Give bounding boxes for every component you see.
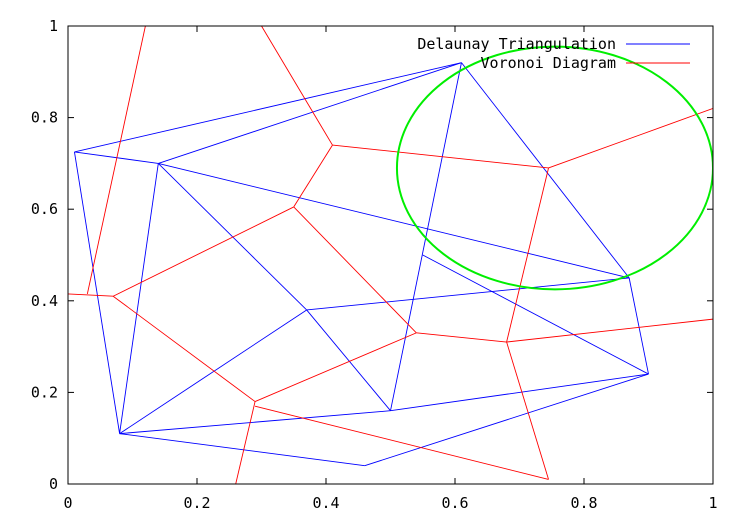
voronoi-diagram-edge [86,26,146,295]
plot-frame [67,25,714,485]
y-tick-label: 0.2 [31,383,58,401]
delaunay-triangulation-edge [74,151,159,164]
x-tick-label: 0.2 [183,494,210,512]
x-tick-label: 1 [708,494,717,512]
x-tick-label: 0.8 [570,494,597,512]
voronoi-diagram-edge [293,144,333,208]
delaunay-triangulation-edge [158,162,630,279]
y-tick-label: 1 [49,17,58,35]
x-tick-label: 0 [63,494,72,512]
delaunay-triangulation-edge [306,309,391,412]
voronoi-diagram-edge [506,341,549,480]
voronoi-diagram-edge [506,318,713,343]
x-tick-label: 0.6 [441,494,468,512]
voronoi-diagram-edge [506,167,549,343]
voronoi-diagram-edge [254,405,549,480]
delaunay-triangulation-edge [461,62,630,279]
delaunay-triangulation-edge [364,373,649,467]
delaunay-triangulation-edge [119,163,159,434]
delaunay-triangulation-edge [119,433,365,467]
legend-label: Voronoi Diagram [481,54,616,72]
voronoi-diagram-edge [293,206,417,334]
delaunay-triangulation-edge [306,277,630,311]
voronoi-diagram-edge [548,108,713,169]
voronoi-diagram-edge [112,295,256,402]
delaunay-triangulation-edge [119,410,391,435]
plot-content [68,26,713,484]
delaunay-triangulation-edge [390,373,649,412]
voronoi-diagram-edge [261,26,333,146]
voronoi-diagram-edge [235,401,256,484]
voronoi-diagram-edge [332,144,549,169]
y-tick-label: 0.8 [31,109,58,127]
voronoi-diagram-edge [112,206,294,297]
delaunay-triangulation-edge [119,309,307,434]
delaunay-triangulation-edge [628,277,649,375]
delaunay-triangulation-edge [422,254,649,375]
delaunay-triangulation-edge [157,163,307,311]
delaunay-triangulation-edge [74,151,121,434]
axis-ticks [67,25,714,485]
voronoi-diagram-edge [416,332,507,343]
series-delaunay-triangulation [74,62,649,467]
voronoi-diagram-edge [68,293,114,297]
delaunay-triangulation-edge [158,62,462,164]
x-tick-label: 0.4 [312,494,339,512]
y-tick-label: 0.6 [31,200,58,218]
y-tick-label: 0.4 [31,292,58,310]
series-voronoi-diagram [68,26,713,484]
axis-tick-labels: 0 0.2 0.4 0.6 0.8 1 0 0.2 0.4 0.6 0.8 1 [31,17,718,512]
y-tick-label: 0 [49,475,58,493]
delaunay-triangulation-edge [74,62,462,153]
legend-label: Delaunay Triangulation [417,35,616,53]
voronoi-diagram-edge [254,332,417,402]
